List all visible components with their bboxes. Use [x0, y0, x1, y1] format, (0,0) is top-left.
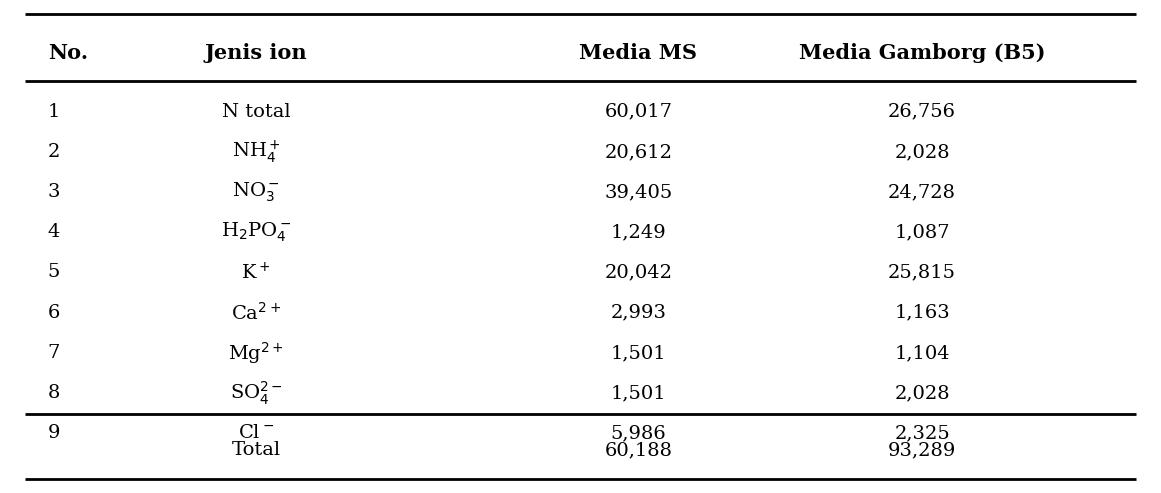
Text: 2,325: 2,325	[894, 424, 950, 442]
Text: 1,501: 1,501	[611, 384, 666, 402]
Text: 26,756: 26,756	[888, 103, 957, 121]
Text: NH$_4^+$: NH$_4^+$	[232, 139, 281, 165]
Text: 7: 7	[48, 344, 60, 362]
Text: 1,163: 1,163	[894, 304, 950, 321]
Text: 2,028: 2,028	[894, 143, 950, 161]
Text: 20,042: 20,042	[605, 263, 672, 282]
Text: 1,249: 1,249	[611, 223, 666, 241]
Text: 8: 8	[48, 384, 60, 402]
Text: 1,501: 1,501	[611, 344, 666, 362]
Text: 60,188: 60,188	[605, 441, 672, 459]
Text: K$^+$: K$^+$	[241, 262, 271, 283]
Text: 24,728: 24,728	[888, 183, 957, 201]
Text: 6: 6	[48, 304, 60, 321]
Text: Ca$^{2+}$: Ca$^{2+}$	[231, 302, 281, 323]
Text: Media Gamborg (B5): Media Gamborg (B5)	[799, 43, 1045, 63]
Text: H$_2$PO$_4^-$: H$_2$PO$_4^-$	[221, 220, 291, 244]
Text: NO$_3^-$: NO$_3^-$	[232, 180, 280, 204]
Text: 5,986: 5,986	[611, 424, 666, 442]
Text: Total: Total	[232, 441, 281, 459]
Text: 3: 3	[48, 183, 60, 201]
Text: 93,289: 93,289	[888, 441, 957, 459]
Text: 2,993: 2,993	[611, 304, 666, 321]
Text: 25,815: 25,815	[888, 263, 957, 282]
Text: 4: 4	[48, 223, 60, 241]
Text: 2: 2	[48, 143, 60, 161]
Text: 39,405: 39,405	[604, 183, 672, 201]
Text: 5: 5	[48, 263, 60, 282]
Text: Media MS: Media MS	[579, 43, 698, 63]
Text: 20,612: 20,612	[605, 143, 672, 161]
Text: No.: No.	[48, 43, 88, 63]
Text: 9: 9	[48, 424, 60, 442]
Text: Jenis ion: Jenis ion	[204, 43, 308, 63]
Text: Mg$^{2+}$: Mg$^{2+}$	[229, 340, 284, 366]
Text: 2,028: 2,028	[894, 384, 950, 402]
Text: 60,017: 60,017	[605, 103, 672, 121]
Text: Cl$^-$: Cl$^-$	[238, 424, 274, 442]
Text: 1: 1	[48, 103, 60, 121]
Text: 1,104: 1,104	[894, 344, 950, 362]
Text: SO$_4^{2-}$: SO$_4^{2-}$	[230, 380, 282, 407]
Text: 1,087: 1,087	[894, 223, 950, 241]
Text: N total: N total	[222, 103, 290, 121]
